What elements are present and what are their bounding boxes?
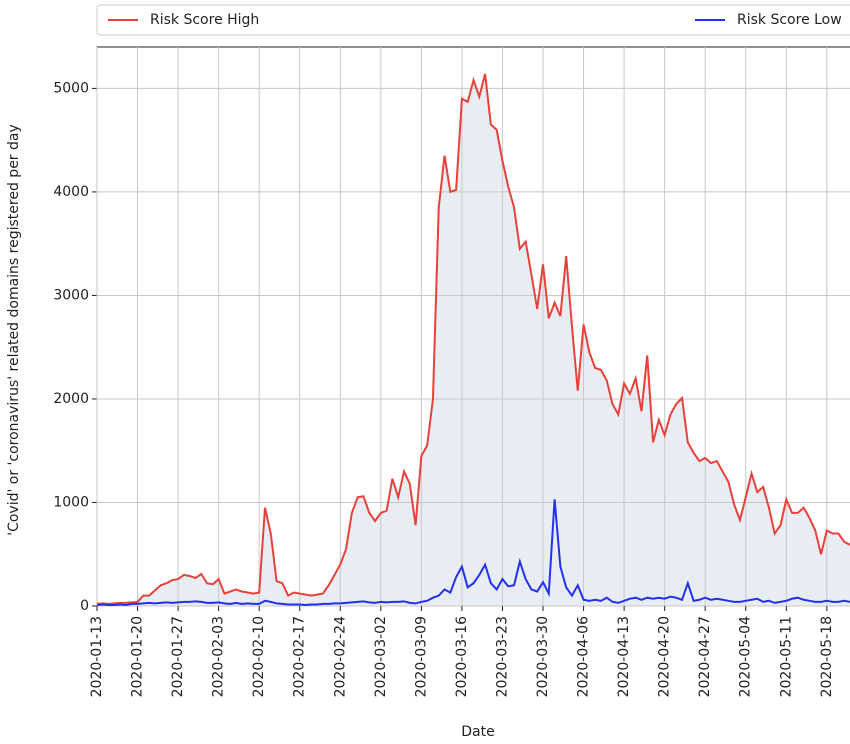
x-tick-label: 2020-03-09 [413,616,429,697]
x-tick-label: 2020-04-06 [576,616,592,697]
legend-label: Risk Score High [150,12,259,28]
y-tick-label: 5000 [53,80,89,96]
x-tick-label: 2020-03-16 [454,616,470,697]
x-tick-label: 2020-05-11 [778,616,794,697]
x-tick-label: 2020-05-04 [738,616,754,697]
area-fill [97,73,850,607]
y-tick-label: 0 [80,598,89,614]
series-line [96,499,850,606]
x-tick-label: 2020-02-17 [292,616,308,697]
y-tick-label: 2000 [53,391,89,407]
x-tick-label: 2020-04-20 [657,616,673,697]
x-tick-label: 2020-02-10 [251,616,267,697]
x-tick-label: 2020-03-30 [535,616,551,697]
x-tick-label: 2020-02-24 [332,616,348,697]
x-tick-label: 2020-01-13 [89,616,105,697]
x-axis-label: Date [461,724,494,740]
x-tick-label: 2020-04-27 [697,616,713,697]
x-tick-label: 2020-02-03 [211,616,227,697]
legend-label: Risk Score Low [737,12,842,28]
x-tick-label: 2020-01-27 [170,616,186,697]
y-axis-label: 'Covid' or 'coronavirus' related domains… [6,124,22,536]
y-tick-label: 1000 [53,494,89,510]
legend-box [96,4,850,36]
x-tick-label: 2020-01-20 [130,616,146,697]
y-tick-label: 4000 [53,184,89,200]
x-tick-label: 2020-04-13 [616,616,632,697]
x-tick-label: 2020-05-18 [819,616,835,697]
x-tick-label: 2020-03-23 [494,616,510,697]
y-tick-label: 3000 [53,287,89,303]
x-tick-label: 2020-03-02 [373,616,389,697]
series-line [96,73,850,605]
